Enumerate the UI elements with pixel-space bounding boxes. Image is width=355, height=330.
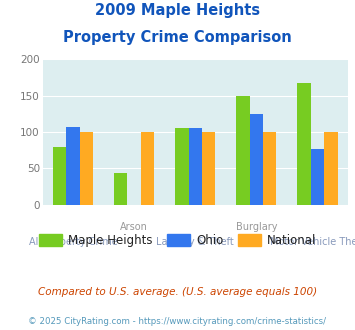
- Text: All Property Crime: All Property Crime: [29, 237, 118, 247]
- Bar: [141, 132, 154, 205]
- Text: © 2025 CityRating.com - https://www.cityrating.com/crime-statistics/: © 2025 CityRating.com - https://www.city…: [28, 317, 327, 326]
- Bar: [114, 173, 127, 205]
- Bar: [202, 132, 215, 205]
- Text: Burglary: Burglary: [236, 222, 277, 232]
- Bar: [189, 128, 202, 205]
- Bar: [263, 132, 277, 205]
- Text: 2009 Maple Heights: 2009 Maple Heights: [95, 3, 260, 18]
- Legend: Maple Heights, Ohio, National: Maple Heights, Ohio, National: [34, 229, 321, 251]
- Text: Arson: Arson: [120, 222, 148, 232]
- Bar: [80, 132, 93, 205]
- Bar: [297, 82, 311, 205]
- Bar: [66, 127, 80, 205]
- Text: Larceny & Theft: Larceny & Theft: [156, 237, 234, 247]
- Bar: [175, 128, 189, 205]
- Bar: [250, 114, 263, 205]
- Text: Compared to U.S. average. (U.S. average equals 100): Compared to U.S. average. (U.S. average …: [38, 287, 317, 297]
- Bar: [311, 149, 324, 205]
- Bar: [324, 132, 338, 205]
- Text: Property Crime Comparison: Property Crime Comparison: [63, 30, 292, 45]
- Bar: [236, 96, 250, 205]
- Bar: [53, 147, 66, 205]
- Text: Motor Vehicle Theft: Motor Vehicle Theft: [270, 237, 355, 247]
